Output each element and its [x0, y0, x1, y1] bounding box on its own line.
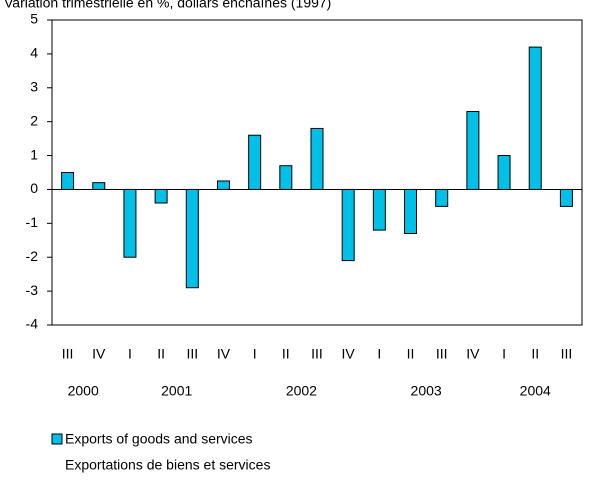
y-tick-label: -1: [26, 214, 39, 230]
bar: [92, 182, 106, 190]
year-label: 2000: [68, 383, 99, 399]
x-tick-label: IV: [342, 346, 356, 362]
x-tick-label: IV: [217, 346, 231, 362]
x-tick-label: I: [377, 346, 381, 362]
plot-frame: [51, 19, 583, 326]
chart-title: Variation trimestrielle en %, dollars en…: [4, 0, 331, 11]
legend-swatch: [51, 433, 63, 445]
bar: [279, 165, 293, 190]
bar: [435, 188, 449, 207]
bar: [497, 155, 511, 190]
x-tick-label: II: [157, 346, 165, 362]
year-label: 2002: [286, 383, 317, 399]
y-tick-label: 1: [30, 146, 38, 162]
x-tick-label: III: [436, 346, 448, 362]
bar: [61, 172, 75, 190]
bar: [404, 188, 418, 234]
bar: [248, 134, 262, 190]
bar: [466, 111, 480, 190]
bar: [154, 188, 168, 204]
year-label: 2001: [161, 383, 192, 399]
x-tick-label: II: [282, 346, 290, 362]
bar: [559, 188, 573, 207]
y-tick-label: 4: [30, 45, 38, 61]
y-tick-label: 3: [30, 78, 38, 94]
x-tick-label: I: [253, 346, 257, 362]
bar: [341, 188, 355, 262]
legend-label: Exports of goods and services: [65, 431, 253, 447]
y-tick-label: 5: [30, 11, 38, 27]
y-tick-label: -4: [26, 316, 39, 332]
x-tick-label: III: [561, 346, 573, 362]
bar: [372, 188, 386, 231]
bar: [216, 180, 230, 190]
x-tick-label: IV: [466, 346, 480, 362]
x-tick-label: III: [311, 346, 323, 362]
y-tick-label: 0: [30, 180, 38, 196]
x-tick-label: I: [128, 346, 132, 362]
x-tick-label: II: [531, 346, 539, 362]
x-tick-label: I: [502, 346, 506, 362]
bar: [185, 188, 199, 289]
legend-label: Exportations de biens et services: [65, 457, 270, 473]
x-tick-label: III: [186, 346, 198, 362]
bar: [528, 46, 542, 190]
year-label: 2004: [520, 383, 551, 399]
y-tick-label: 2: [30, 112, 38, 128]
year-label: 2003: [411, 383, 442, 399]
y-tick-label: -3: [26, 282, 39, 298]
x-tick-label: III: [62, 346, 74, 362]
y-tick-label: -2: [26, 248, 39, 264]
x-tick-label: II: [407, 346, 415, 362]
bar: [123, 188, 137, 258]
x-tick-label: IV: [92, 346, 106, 362]
bar: [310, 127, 324, 190]
